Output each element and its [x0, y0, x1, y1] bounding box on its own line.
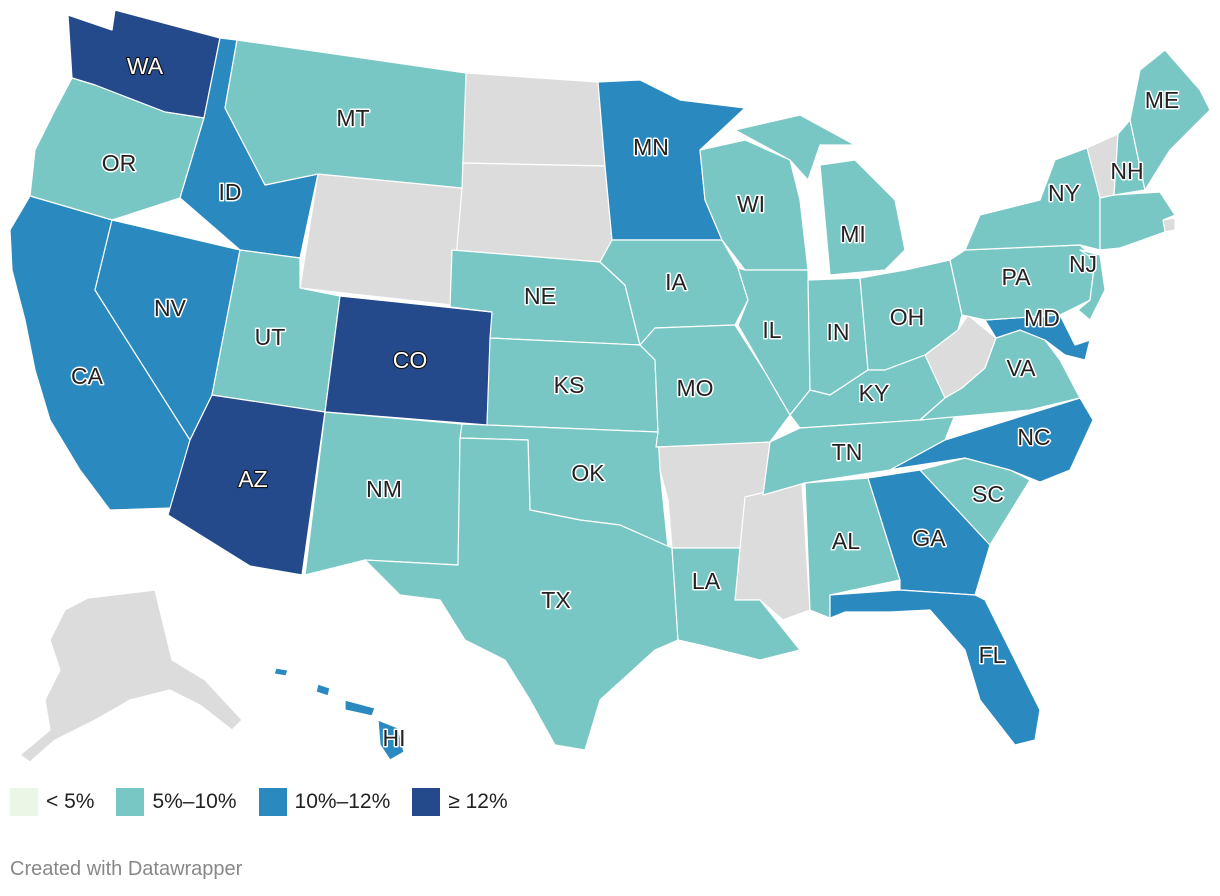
label-wi: WI	[737, 191, 765, 217]
state-la[interactable]	[671, 547, 801, 661]
label-ca: CA	[71, 363, 104, 389]
state-me[interactable]	[1129, 49, 1211, 191]
state-nj[interactable]	[1077, 249, 1106, 321]
label-az: AZ	[238, 466, 267, 492]
label-mt: MT	[336, 105, 369, 131]
state-mo[interactable]	[639, 324, 791, 448]
state-sc[interactable]	[919, 457, 1031, 546]
label-ny: NY	[1048, 180, 1080, 206]
state-ak[interactable]	[19, 589, 243, 763]
label-fl: FL	[979, 642, 1006, 668]
label-nj: NJ	[1069, 251, 1097, 277]
label-hi: HI	[383, 725, 406, 751]
legend-swatch-5-10	[116, 788, 145, 816]
label-va: VA	[1007, 355, 1037, 381]
legend-label-ge12: ≥ 12%	[448, 790, 508, 813]
label-il: IL	[762, 317, 781, 343]
label-sc: SC	[972, 481, 1004, 507]
state-fl[interactable]	[829, 589, 1041, 746]
state-ky[interactable]	[789, 354, 946, 429]
label-oh: OH	[890, 304, 925, 330]
legend-swatch-ge12	[412, 788, 441, 816]
state-nd[interactable]	[461, 72, 606, 167]
legend-swatch-lt5	[10, 788, 38, 816]
state-labels: WA OR CA NV ID MT UT AZ CO NM NE KS OK T…	[70, 52, 1181, 753]
label-nh: NH	[1110, 158, 1143, 184]
label-mn: MN	[633, 134, 669, 160]
legend-item-ge12: ≥ 12%	[412, 788, 508, 816]
label-nm: NM	[366, 476, 402, 502]
legend-item-10-12: 10%–12%	[258, 788, 391, 816]
label-or: OR	[102, 150, 137, 176]
state-tx[interactable]	[364, 437, 679, 751]
state-nc[interactable]	[889, 397, 1094, 483]
legend-item-5-10: 5%–10%	[116, 788, 237, 816]
state-wy[interactable]	[299, 173, 463, 306]
label-me: ME	[1145, 87, 1180, 113]
state-ny[interactable]	[964, 147, 1101, 251]
state-ct-ma[interactable]	[1099, 191, 1176, 251]
label-nc: NC	[1017, 424, 1050, 450]
legend-label-5-10: 5%–10%	[152, 790, 237, 813]
label-md: MD	[1024, 305, 1060, 331]
state-mi[interactable]	[734, 114, 906, 276]
label-co: CO	[393, 347, 428, 373]
legend-item-lt5: < 5%	[10, 788, 94, 816]
label-ia: IA	[665, 269, 687, 295]
label-pa: PA	[1002, 264, 1032, 290]
state-hi[interactable]	[273, 667, 405, 761]
label-nv: NV	[154, 295, 187, 321]
label-ut: UT	[255, 324, 286, 350]
legend-label-lt5: < 5%	[46, 790, 95, 813]
label-ky: KY	[859, 380, 890, 406]
label-mo: MO	[676, 375, 713, 401]
label-id: ID	[219, 179, 242, 205]
state-or[interactable]	[29, 77, 205, 221]
credit-text: Created with Datawrapper	[10, 858, 243, 880]
label-la: LA	[692, 568, 721, 594]
label-al: AL	[832, 528, 860, 554]
label-tn: TN	[832, 439, 863, 465]
data-states	[9, 9, 1211, 761]
label-in: IN	[827, 319, 850, 345]
label-ks: KS	[554, 372, 585, 398]
label-mi: MI	[840, 221, 866, 247]
label-tx: TX	[541, 587, 570, 613]
state-mt[interactable]	[224, 39, 467, 189]
label-ok: OK	[571, 460, 605, 486]
us-choropleth-map: WA OR CA NV ID MT UT AZ CO NM NE KS OK T…	[9, 9, 1211, 763]
nodata-states	[19, 72, 1176, 763]
legend-swatch-10-12	[258, 788, 287, 816]
label-ne: NE	[524, 283, 556, 309]
legend-label-10-12: 10%–12%	[294, 790, 391, 813]
state-md[interactable]	[984, 314, 1091, 361]
state-sd[interactable]	[451, 162, 613, 263]
label-wa: WA	[127, 53, 164, 79]
map-legend: < 5% 5%–10% 10%–12% ≥ 12%	[10, 788, 508, 816]
label-ga: GA	[912, 525, 946, 551]
